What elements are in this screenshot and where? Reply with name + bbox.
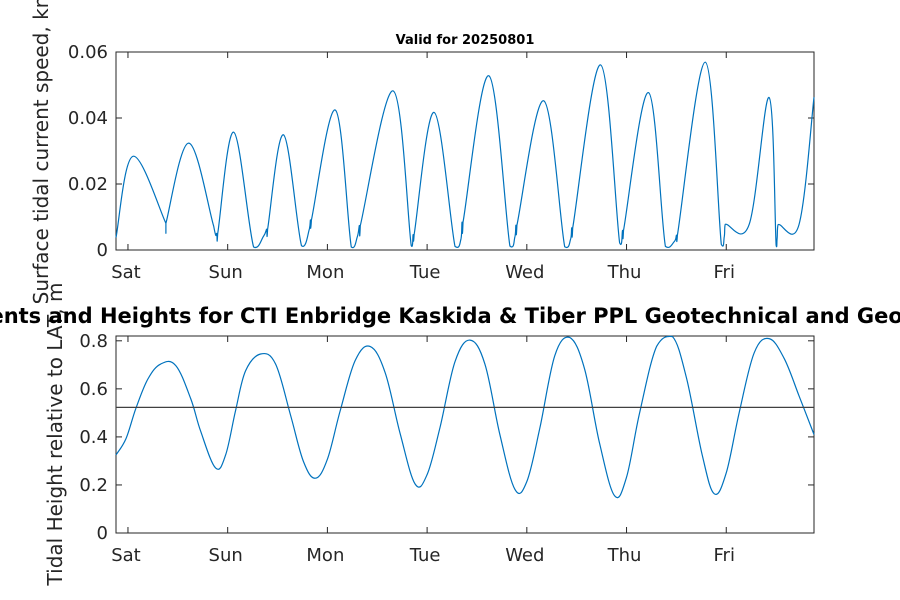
tidal-height-xtick-label: Wed [505,545,544,566]
current-speed-ytick-label: 0 [97,240,108,261]
tidal-height-xtick-label: Mon [306,545,344,566]
tidal-height-ytick-label: 0.6 [79,379,108,400]
current-speed-xtick-label: Fri [714,262,735,283]
tidal-height-panel: 0 0.2 0.4 0.6 0.8 Sat Sun Mon Tue Wed Thu Fri Tida… [0,283,900,587]
current-speed-series-line [115,61,815,249]
current-speed-xtick-label: Thu [607,262,642,283]
tidal-height-xtick-label: Sat [111,545,141,566]
tidal-height-title: Surface Currents and Heights for CTI Enb… [0,304,900,328]
current-speed-xtick-label: Mon [306,262,344,283]
current-speed-xtick-label: Sat [111,262,141,283]
current-speed-panel: Valid for 20250801 Surface tidal current… [29,0,815,304]
tidal-height-xtick-label: Thu [607,545,642,566]
tidal-height-xtick-label: Sun [209,545,243,566]
tidal-height-ytick-label: 0 [97,523,108,544]
current-speed-ytick-label: 0.04 [68,108,108,129]
current-speed-xtick-label: Tue [409,262,441,283]
current-speed-title: Valid for 20250801 [396,33,535,48]
tidal-height-ytick-label: 0.8 [79,331,108,352]
current-speed-xtick-label: Wed [505,262,544,283]
tidal-height-ytick-label: 0.4 [79,427,108,448]
tidal-height-series-line [115,335,815,499]
current-speed-ylabel: Surface tidal current speed, kn [29,0,53,304]
current-speed-ytick-label: 0.06 [68,42,108,63]
current-speed-xtick-label: Sun [209,262,243,283]
tidal-height-xtick-label: Tue [409,545,441,566]
tidal-height-ytick-label: 0.2 [79,475,108,496]
tidal-height-ylabel: Tidal Height relative to LAT, m [43,283,67,587]
tidal-height-xtick-label: Fri [714,545,735,566]
current-speed-ytick-label: 0.02 [68,174,108,195]
tidal-height-plot-area [115,335,815,534]
